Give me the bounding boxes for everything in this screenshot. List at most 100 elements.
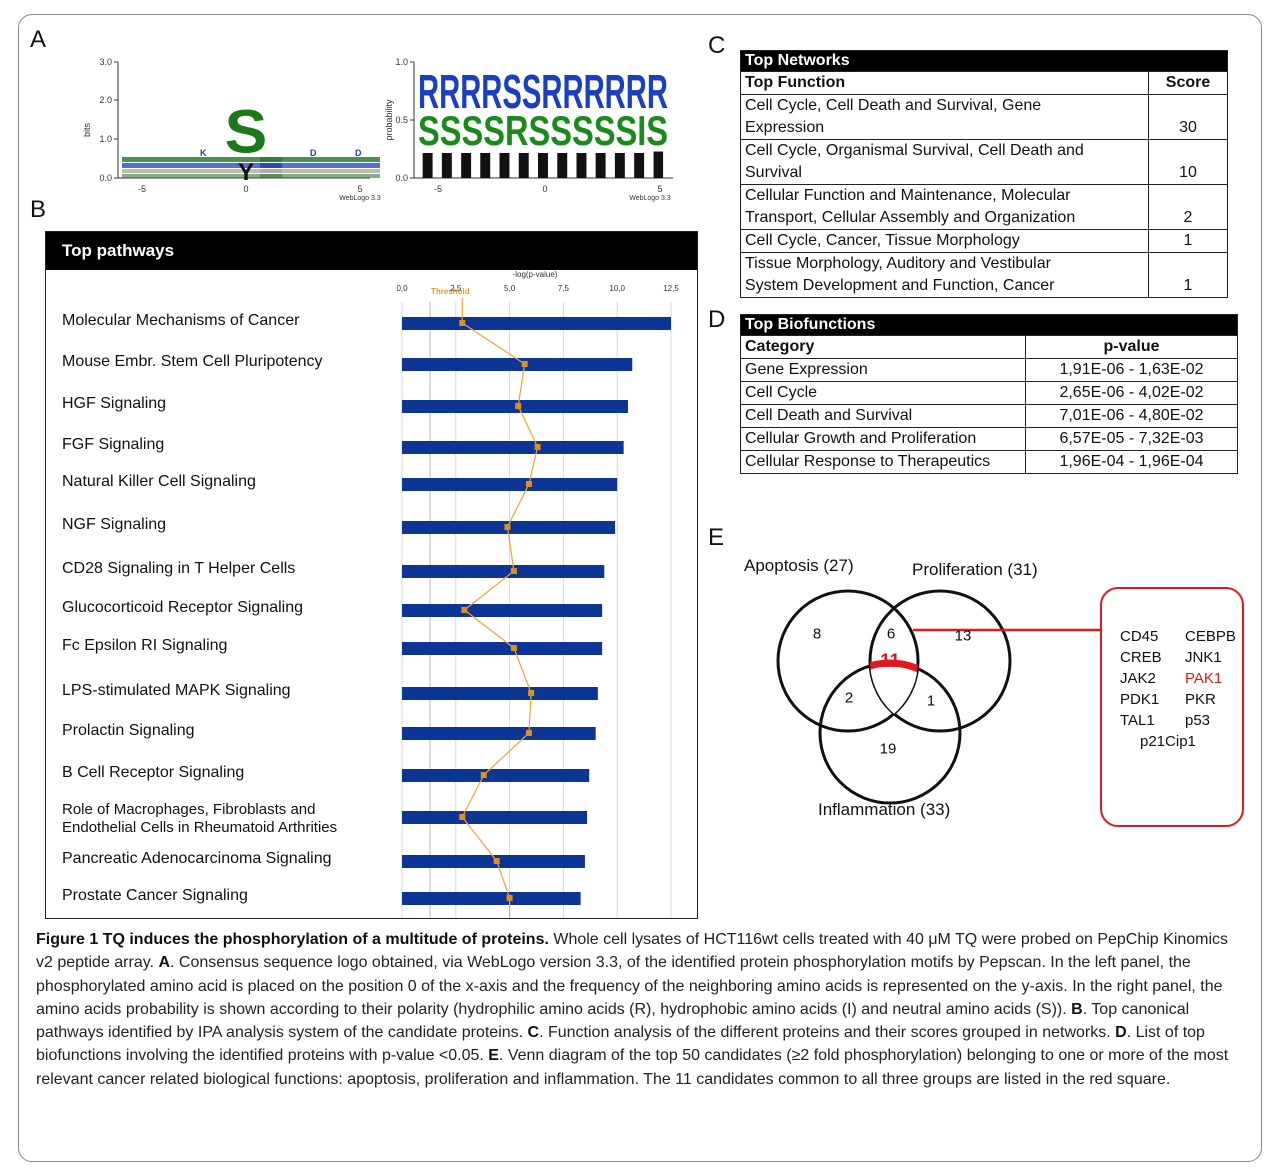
gene-name: PDK1 xyxy=(1120,691,1160,708)
network-function: Cell Cycle, Cell Death and Survival, Gen… xyxy=(745,97,1042,114)
logo-right-credit: WebLogo 3.3 xyxy=(629,195,671,202)
svg-text:K: K xyxy=(200,148,207,158)
logo-right-ytick: 1.0 xyxy=(395,57,408,67)
pathway-bar xyxy=(402,769,590,782)
sequence-logo-bits: 3.0 2.0 1.0 0.0 bits K D D S Y -5 0 5 We… xyxy=(82,57,381,202)
pathway-label: Glucocorticoid Receptor Signaling xyxy=(62,599,304,616)
svg-text:D: D xyxy=(310,148,317,158)
biofunction-category: Cell Cycle xyxy=(740,381,1026,405)
x-tick-label: 0,0 xyxy=(396,284,408,293)
network-function: Transport, Cellular Assembly and Organiz… xyxy=(745,209,1076,226)
top-biofunctions-table: Top Biofunctions Category p-value Gene E… xyxy=(740,314,1238,474)
pathway-label: NGF Signaling xyxy=(62,516,167,533)
pathway-bar xyxy=(402,604,603,617)
logo-left-ylabel: bits xyxy=(82,123,92,138)
pathway-label: HGF Signaling xyxy=(62,395,167,412)
logo-right-ylabel: probability xyxy=(384,99,394,141)
svg-text:RRRRSSRRRRRR: RRRRSSRRRRRR xyxy=(418,66,668,119)
logo-right-xtick: -5 xyxy=(434,184,442,194)
gene-name: CEBPB xyxy=(1185,628,1236,645)
pathway-label: Natural Killer Cell Signaling xyxy=(62,473,256,490)
venn-count-inflam-only: 19 xyxy=(879,740,897,758)
network-function: System Development and Function, Cancer xyxy=(745,277,1055,294)
ratio-point xyxy=(510,645,517,651)
gene-name-highlighted: PAK1 xyxy=(1185,670,1223,687)
venn-count-prolif-inflam: 1 xyxy=(926,692,936,710)
biofunction-category: Cellular Response to Therapeutics xyxy=(740,450,1026,474)
pathway-label: LPS-stimulated MAPK Signaling xyxy=(62,682,291,699)
panel-letter-b: B xyxy=(30,196,47,223)
pathway-label: CD28 Signaling in T Helper Cells xyxy=(62,560,296,577)
gene-name: CD45 xyxy=(1120,628,1159,645)
pathway-label: B Cell Receptor Signaling xyxy=(62,764,245,781)
panel-letter-a: A xyxy=(30,26,47,53)
gene-name: p21Cip1 xyxy=(1140,733,1196,750)
caption-label: Figure 1 TQ induces the phosphorylation … xyxy=(36,931,549,948)
pathway-label: Role of Macrophages, Fibroblasts and Endo… xyxy=(62,801,338,836)
caption-text: . Top canonical pathways identified by I… xyxy=(36,1000,1190,1042)
pathway-bar xyxy=(402,400,628,413)
panel-letter-e: E xyxy=(708,524,725,551)
ratio-point xyxy=(504,524,511,530)
network-function: Survival xyxy=(745,164,802,181)
gene-name: p53 xyxy=(1185,712,1211,729)
caption-d-label: D xyxy=(1115,1024,1127,1042)
table-row: Cell Death and Survival 7,01E-06 - 4,80E-… xyxy=(740,404,1238,428)
svg-text:SSSSRSSSSSIS: SSSSRSSSSSIS xyxy=(418,107,668,154)
caption-text: . Consensus sequence logo obtained, via … xyxy=(36,954,1223,1018)
ratio-point xyxy=(534,444,541,450)
network-function: Cell Cycle, Cancer, Tissue Morphology xyxy=(740,229,1149,253)
pathway-bar xyxy=(402,642,603,655)
venn-count-apoptosis-only: 8 xyxy=(812,625,822,643)
figure-frame xyxy=(18,14,1262,1162)
biofunctions-title: Top Biofunctions xyxy=(740,314,1238,336)
biofunction-category: Cellular Growth and Proliferation xyxy=(740,427,1026,451)
pathway-label: Prolactin Signaling xyxy=(62,722,195,739)
table-row: Cell Cycle, Cell Death and Survival, Gen… xyxy=(740,94,1228,140)
network-score: 10 xyxy=(1148,139,1228,185)
logo-right-xtick: 0 xyxy=(542,184,547,194)
x-tick-label: 2,5 xyxy=(450,284,462,293)
ratio-point xyxy=(493,858,500,864)
ratio-point xyxy=(510,568,517,574)
biofunctions-col-pvalue: p-value xyxy=(1025,335,1238,359)
pathway-bar xyxy=(402,478,618,491)
table-row: Gene Expression 1,91E-06 - 1,63E-02 xyxy=(740,358,1238,382)
table-row: Tissue Morphology, Auditory and Vestibul… xyxy=(740,252,1228,298)
x-tick-label: 7,5 xyxy=(557,284,569,293)
ratio-point xyxy=(461,607,468,613)
x-tick-label: 10,0 xyxy=(609,284,625,293)
ratio-point xyxy=(525,481,532,487)
x-tick-label: 12,5 xyxy=(663,284,679,293)
pathway-label: Mouse Embr. Stem Cell Pluripotency xyxy=(62,353,323,370)
gene-name: JNK1 xyxy=(1185,649,1222,666)
venn-count-apop-inflam: 2 xyxy=(844,689,854,707)
network-function: Cellular Function and Maintenance, Molec… xyxy=(745,187,1071,204)
venn-count-prolif-only: 13 xyxy=(954,627,972,645)
table-row: Cell Cycle 2,65E-06 - 4,02E-02 xyxy=(740,381,1238,405)
logo-left-background-letters: K D D xyxy=(122,148,380,178)
gene-name: PKR xyxy=(1185,691,1216,708)
pathway-bar xyxy=(402,855,585,868)
pathway-bar xyxy=(402,687,598,700)
pathways-plot xyxy=(401,298,672,918)
common-genes-box: CD45 CEBPB CREB JNK1 JAK2 PAK1 PDK1 PKR … xyxy=(1100,587,1244,827)
caption-text: . Venn diagram of the top 50 candidates … xyxy=(36,1047,1229,1088)
gene-name: CREB xyxy=(1120,649,1162,666)
biofunctions-col-category: Category xyxy=(740,335,1026,359)
pathway-bar xyxy=(402,358,633,371)
ratio-point xyxy=(528,690,535,696)
gene-name: TAL1 xyxy=(1120,712,1155,729)
biofunction-pvalue: 1,96E-04 - 1,96E-04 xyxy=(1025,450,1238,474)
logo-left-sub-letter: Y xyxy=(238,159,254,186)
table-row: Cellular Function and Maintenance, Molec… xyxy=(740,184,1228,230)
pathway-label: Molecular Mechanisms of Cancer xyxy=(62,312,300,329)
top-networks-table: Top Networks Top Function Score Cell Cyc… xyxy=(740,50,1228,298)
network-score: 30 xyxy=(1148,94,1228,140)
threshold-label: Threshold xyxy=(431,287,470,296)
logo-left-ytick: 2.0 xyxy=(99,95,112,105)
caption-text: . Function analysis of the different pro… xyxy=(539,1024,1116,1042)
venn-label-proliferation: Proliferation (31) xyxy=(912,560,1038,579)
caption-text: Whole cell lysates of HCT116wt cells tre… xyxy=(36,931,1229,972)
biofunction-pvalue: 7,01E-06 - 4,80E-02 xyxy=(1025,404,1238,428)
